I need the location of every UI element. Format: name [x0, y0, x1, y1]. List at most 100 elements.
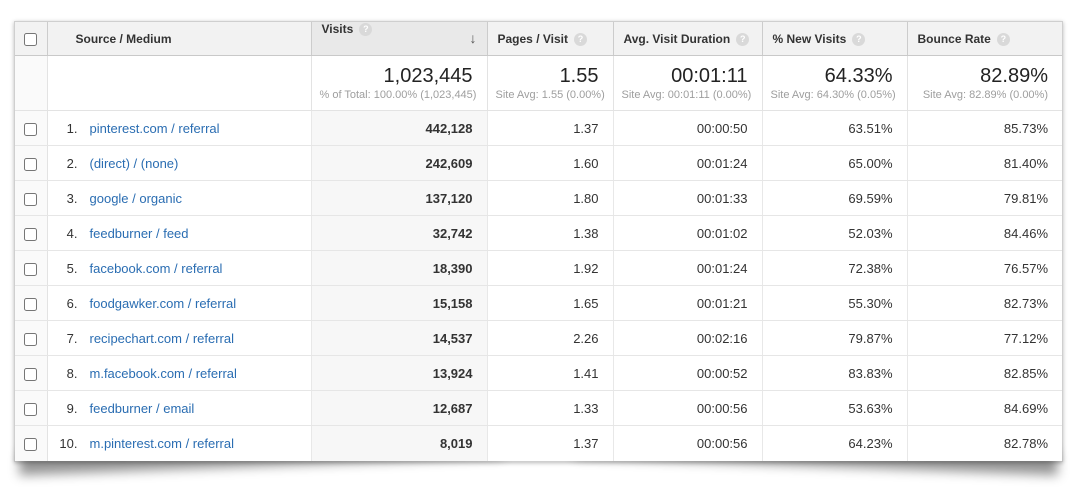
pages-visit-value: 1.65	[486, 285, 613, 321]
row-checkbox[interactable]	[24, 262, 38, 276]
visits-value: 442,128	[310, 110, 487, 146]
bounce-rate-value: 85.73%	[906, 110, 1062, 146]
new-visits-value: 53.63%	[761, 390, 907, 426]
row-index: 8.	[66, 365, 78, 381]
row-checkbox-cell	[15, 180, 48, 216]
row-checkbox-cell	[15, 285, 48, 321]
source-medium-link[interactable]: (direct) / (none)	[89, 155, 179, 171]
pages-visit-value: 1.37	[486, 425, 613, 461]
summary-subtext: Site Avg: 1.55 (0.00%)	[495, 88, 605, 101]
row-checkbox[interactable]	[24, 192, 38, 206]
summary-avg-visit-duration: 00:01:11 Site Avg: 00:01:11 (0.00%)	[612, 55, 762, 111]
summary-value: 00:01:11	[671, 64, 748, 87]
source-medium-link[interactable]: recipechart.com / referral	[89, 330, 235, 346]
row-checkbox-cell	[15, 250, 48, 286]
sort-desc-icon: ↓	[469, 30, 477, 46]
row-checkbox-cell	[15, 110, 48, 146]
source-medium-cell: 8. m.facebook.com / referral	[47, 355, 311, 391]
column-header-avg-visit-duration[interactable]: Avg. Visit Duration?	[612, 22, 762, 56]
source-medium-link[interactable]: feedburner / feed	[89, 225, 189, 241]
column-header-pages-visit[interactable]: Pages / Visit?	[486, 22, 613, 56]
source-medium-link[interactable]: m.facebook.com / referral	[89, 365, 237, 381]
summary-bounce-rate: 82.89% Site Avg: 82.89% (0.00%)	[906, 55, 1062, 111]
source-medium-cell: 2. (direct) / (none)	[47, 145, 311, 181]
bounce-rate-value: 76.57%	[906, 250, 1062, 286]
row-checkbox-cell	[15, 355, 48, 391]
source-medium-link[interactable]: google / organic	[89, 190, 183, 206]
row-index: 10.	[59, 435, 78, 451]
row-checkbox[interactable]	[24, 227, 38, 241]
row-checkbox[interactable]	[24, 122, 38, 136]
source-medium-table: Source / Medium ↓ Visits? Pages / Visit?…	[15, 22, 1062, 461]
column-label: Source / Medium	[75, 31, 172, 46]
summary-subtext: Site Avg: 64.30% (0.05%)	[770, 88, 896, 101]
summary-pages-visit: 1.55 Site Avg: 1.55 (0.00%)	[486, 55, 613, 111]
analytics-table-card: Source / Medium ↓ Visits? Pages / Visit?…	[14, 21, 1063, 462]
pages-visit-value: 2.26	[486, 320, 613, 356]
row-index: 3.	[66, 190, 78, 206]
row-checkbox-cell	[15, 215, 48, 251]
select-all-checkbox[interactable]	[24, 32, 38, 46]
row-index: 7.	[66, 330, 78, 346]
row-checkbox-cell	[15, 145, 48, 181]
new-visits-value: 63.51%	[761, 110, 907, 146]
source-medium-link[interactable]: m.pinterest.com / referral	[89, 435, 235, 451]
avg-visit-duration-value: 00:00:50	[612, 110, 762, 146]
help-icon[interactable]: ?	[996, 32, 1010, 46]
column-header-visits[interactable]: ↓ Visits?	[310, 22, 487, 56]
table-row: 7. recipechart.com / referral 14,537 2.26…	[15, 320, 1062, 356]
avg-visit-duration-value: 00:00:56	[612, 425, 762, 461]
bounce-rate-value: 81.40%	[906, 145, 1062, 181]
summary-empty-cell	[15, 55, 48, 111]
pages-visit-value: 1.33	[486, 390, 613, 426]
new-visits-value: 52.03%	[761, 215, 907, 251]
column-header-bounce-rate[interactable]: Bounce Rate?	[906, 22, 1062, 56]
avg-visit-duration-value: 00:02:16	[612, 320, 762, 356]
source-medium-link[interactable]: pinterest.com / referral	[89, 120, 220, 136]
row-checkbox[interactable]	[24, 367, 38, 381]
table-row: 3. google / organic 137,120 1.80 00:01:33…	[15, 180, 1062, 216]
pages-visit-value: 1.38	[486, 215, 613, 251]
row-checkbox[interactable]	[24, 402, 38, 416]
new-visits-value: 83.83%	[761, 355, 907, 391]
table-row: 6. foodgawker.com / referral 15,158 1.65 …	[15, 285, 1062, 321]
row-checkbox[interactable]	[24, 157, 38, 171]
bounce-rate-value: 82.73%	[906, 285, 1062, 321]
summary-subtext: Site Avg: 82.89% (0.00%)	[922, 88, 1048, 101]
help-icon[interactable]: ?	[359, 23, 373, 36]
column-label: Bounce Rate	[917, 31, 991, 46]
row-checkbox[interactable]	[24, 297, 38, 311]
source-medium-cell: 6. foodgawker.com / referral	[47, 285, 311, 321]
column-header-source-medium[interactable]: Source / Medium	[46, 22, 311, 56]
pages-visit-value: 1.60	[486, 145, 613, 181]
visits-value: 15,158	[310, 285, 487, 321]
visits-value: 242,609	[310, 145, 487, 181]
summary-new-visits: 64.33% Site Avg: 64.30% (0.05%)	[761, 55, 907, 111]
help-icon[interactable]: ?	[736, 32, 750, 46]
help-icon[interactable]: ?	[573, 32, 587, 46]
summary-subtext: % of Total: 100.00% (1,023,445)	[319, 88, 477, 101]
visits-value: 18,390	[310, 250, 487, 286]
source-medium-link[interactable]: feedburner / email	[89, 400, 195, 416]
avg-visit-duration-value: 00:00:56	[612, 390, 762, 426]
row-checkbox[interactable]	[24, 332, 38, 346]
source-medium-link[interactable]: facebook.com / referral	[89, 260, 223, 276]
column-label: Visits	[321, 22, 354, 36]
avg-visit-duration-value: 00:01:24	[612, 145, 762, 181]
visits-value: 32,742	[310, 215, 487, 251]
source-medium-link[interactable]: foodgawker.com / referral	[89, 295, 237, 311]
row-index: 5.	[66, 260, 78, 276]
source-medium-cell: 3. google / organic	[47, 180, 311, 216]
header-row: Source / Medium ↓ Visits? Pages / Visit?…	[15, 22, 1062, 56]
summary-value: 1,023,445	[383, 64, 473, 87]
new-visits-value: 69.59%	[761, 180, 907, 216]
pages-visit-value: 1.80	[486, 180, 613, 216]
help-icon[interactable]: ?	[852, 32, 866, 46]
avg-visit-duration-value: 00:01:02	[612, 215, 762, 251]
table-row: 5. facebook.com / referral 18,390 1.92 00…	[15, 250, 1062, 286]
row-checkbox[interactable]	[24, 437, 38, 451]
new-visits-value: 55.30%	[761, 285, 907, 321]
column-header-new-visits[interactable]: % New Visits?	[761, 22, 907, 56]
row-index: 6.	[66, 295, 78, 311]
